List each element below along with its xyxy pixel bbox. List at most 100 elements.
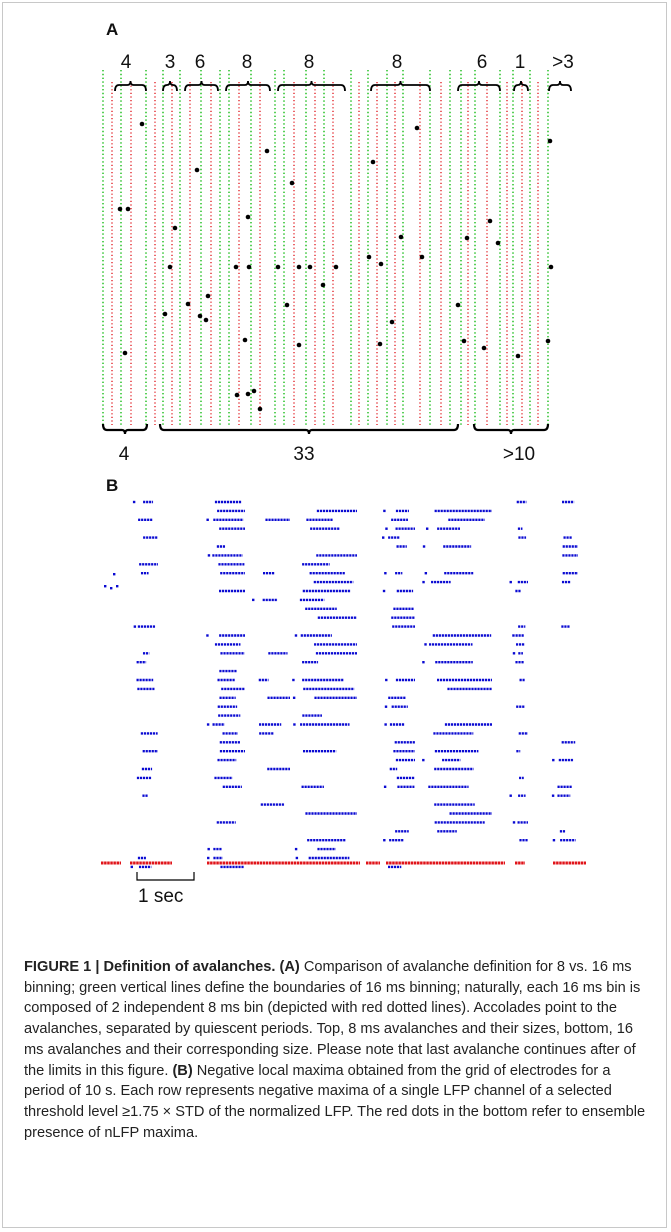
nlfp-event-dot: [384, 705, 388, 708]
top-avalanche-brace: [184, 80, 219, 92]
nlfp-event-dot: [292, 696, 296, 699]
event-dot: [245, 391, 251, 397]
top-size-label: 6: [477, 52, 488, 73]
top-size-label: 4: [121, 52, 132, 73]
top-avalanche-brace: [114, 80, 147, 92]
panel-b-raster: [101, 500, 586, 881]
nlfp-event-dot: [206, 518, 209, 521]
nlfp-event-dot: [382, 589, 386, 593]
event-dot: [398, 234, 404, 240]
nlfp-event-dot: [133, 625, 137, 628]
nlfp-event-dot: [422, 545, 426, 548]
top-avalanche-brace: [548, 80, 572, 92]
nlfp-event-dot: [206, 634, 209, 637]
event-dot: [495, 240, 501, 246]
event-dot: [547, 138, 553, 144]
event-dot: [545, 338, 551, 344]
event-dot: [461, 338, 467, 344]
top-avalanche-brace: [225, 80, 271, 92]
nlfp-event-dot: [383, 509, 386, 513]
nlfp-event-dot: [422, 758, 425, 762]
nlfp-event-dot: [207, 554, 211, 557]
event-dot: [289, 180, 295, 186]
event-dot: [548, 264, 554, 270]
top-avalanche-brace: [370, 80, 431, 92]
caption-b-label: (B): [172, 1062, 193, 1079]
caption-b-text: Negative local maxima obtained from the …: [24, 1062, 646, 1141]
event-dot: [246, 264, 252, 270]
scale-bar: [136, 872, 195, 881]
nlfp-event-dot: [113, 573, 116, 576]
nlfp-event-dot: [424, 572, 428, 575]
nlfp-event-dot: [551, 794, 555, 797]
bottom-avalanche-brace: [101, 423, 149, 435]
nlfp-event-dot: [512, 652, 516, 655]
nlfp-event-dot: [422, 661, 425, 664]
caption-a-label: (A): [279, 959, 300, 975]
nlfp-event-dot: [509, 794, 512, 797]
event-dot: [481, 345, 487, 351]
event-dot: [378, 261, 384, 267]
event-dot: [264, 148, 270, 154]
event-dot: [234, 392, 240, 398]
event-dot: [464, 235, 470, 241]
event-dot: [370, 159, 376, 165]
nlfp-event-dot: [383, 785, 387, 788]
event-dot: [194, 167, 200, 173]
event-dot: [284, 302, 290, 308]
nlfp-event-dot: [294, 847, 298, 851]
nlfp-event-dot: [295, 856, 299, 860]
nlfp-event-dot: [382, 536, 385, 539]
nlfp-event-dot: [110, 587, 113, 590]
nlfp-event-dot: [130, 865, 133, 869]
event-dot: [245, 214, 251, 220]
event-dot: [487, 218, 493, 224]
top-size-label: 1: [515, 52, 526, 73]
event-dot: [185, 301, 191, 307]
event-dot: [242, 337, 248, 343]
event-dot: [307, 264, 313, 270]
event-dot: [125, 206, 131, 212]
event-dot: [419, 254, 425, 260]
event-dot: [377, 341, 383, 347]
top-size-label: 3: [165, 52, 176, 73]
event-dot: [117, 206, 123, 212]
top-avalanche-brace: [513, 80, 529, 92]
event-dot: [139, 121, 145, 127]
panel-a-avalanche-binning: 4 3 6 8 8 8 6 1 >34 33 >10: [101, 52, 574, 465]
nlfp-event-dot: [207, 847, 210, 851]
top-size-label: >3: [552, 52, 574, 73]
event-dot: [414, 125, 420, 131]
bottom-size-label: >10: [503, 444, 535, 465]
event-dot: [233, 264, 239, 270]
event-dot: [203, 317, 209, 323]
top-size-label: 6: [195, 52, 206, 73]
nlfp-event-dot: [512, 634, 515, 637]
nlfp-event-dot: [509, 580, 512, 584]
nlfp-event-dot: [512, 821, 516, 824]
event-dot: [296, 264, 302, 270]
bottom-size-label: 33: [293, 444, 314, 465]
event-dot: [167, 264, 173, 270]
bottom-avalanche-brace: [472, 423, 550, 435]
top-size-label: 8: [304, 52, 315, 73]
top-size-label: 8: [242, 52, 253, 73]
nlfp-event-dot: [552, 839, 556, 842]
nlfp-event-dot: [206, 723, 210, 726]
top-avalanche-brace: [457, 80, 501, 92]
caption-a-text: Comparison of avalanche definition for 8…: [24, 959, 641, 1079]
caption-title: FIGURE 1 | Definition of avalanches.: [24, 959, 276, 975]
nlfp-event-dot: [384, 572, 387, 575]
nlfp-event-dot: [207, 856, 210, 860]
bottom-size-label: 4: [119, 444, 130, 465]
event-dot: [172, 225, 178, 231]
top-size-label: 8: [392, 52, 403, 73]
event-dot: [251, 388, 257, 394]
nlfp-event-dot: [292, 678, 295, 682]
top-avalanche-brace: [277, 80, 346, 92]
bottom-avalanche-brace: [158, 423, 460, 435]
nlfp-event-dot: [252, 598, 255, 602]
event-dot: [389, 319, 395, 325]
top-avalanche-brace: [162, 80, 178, 92]
